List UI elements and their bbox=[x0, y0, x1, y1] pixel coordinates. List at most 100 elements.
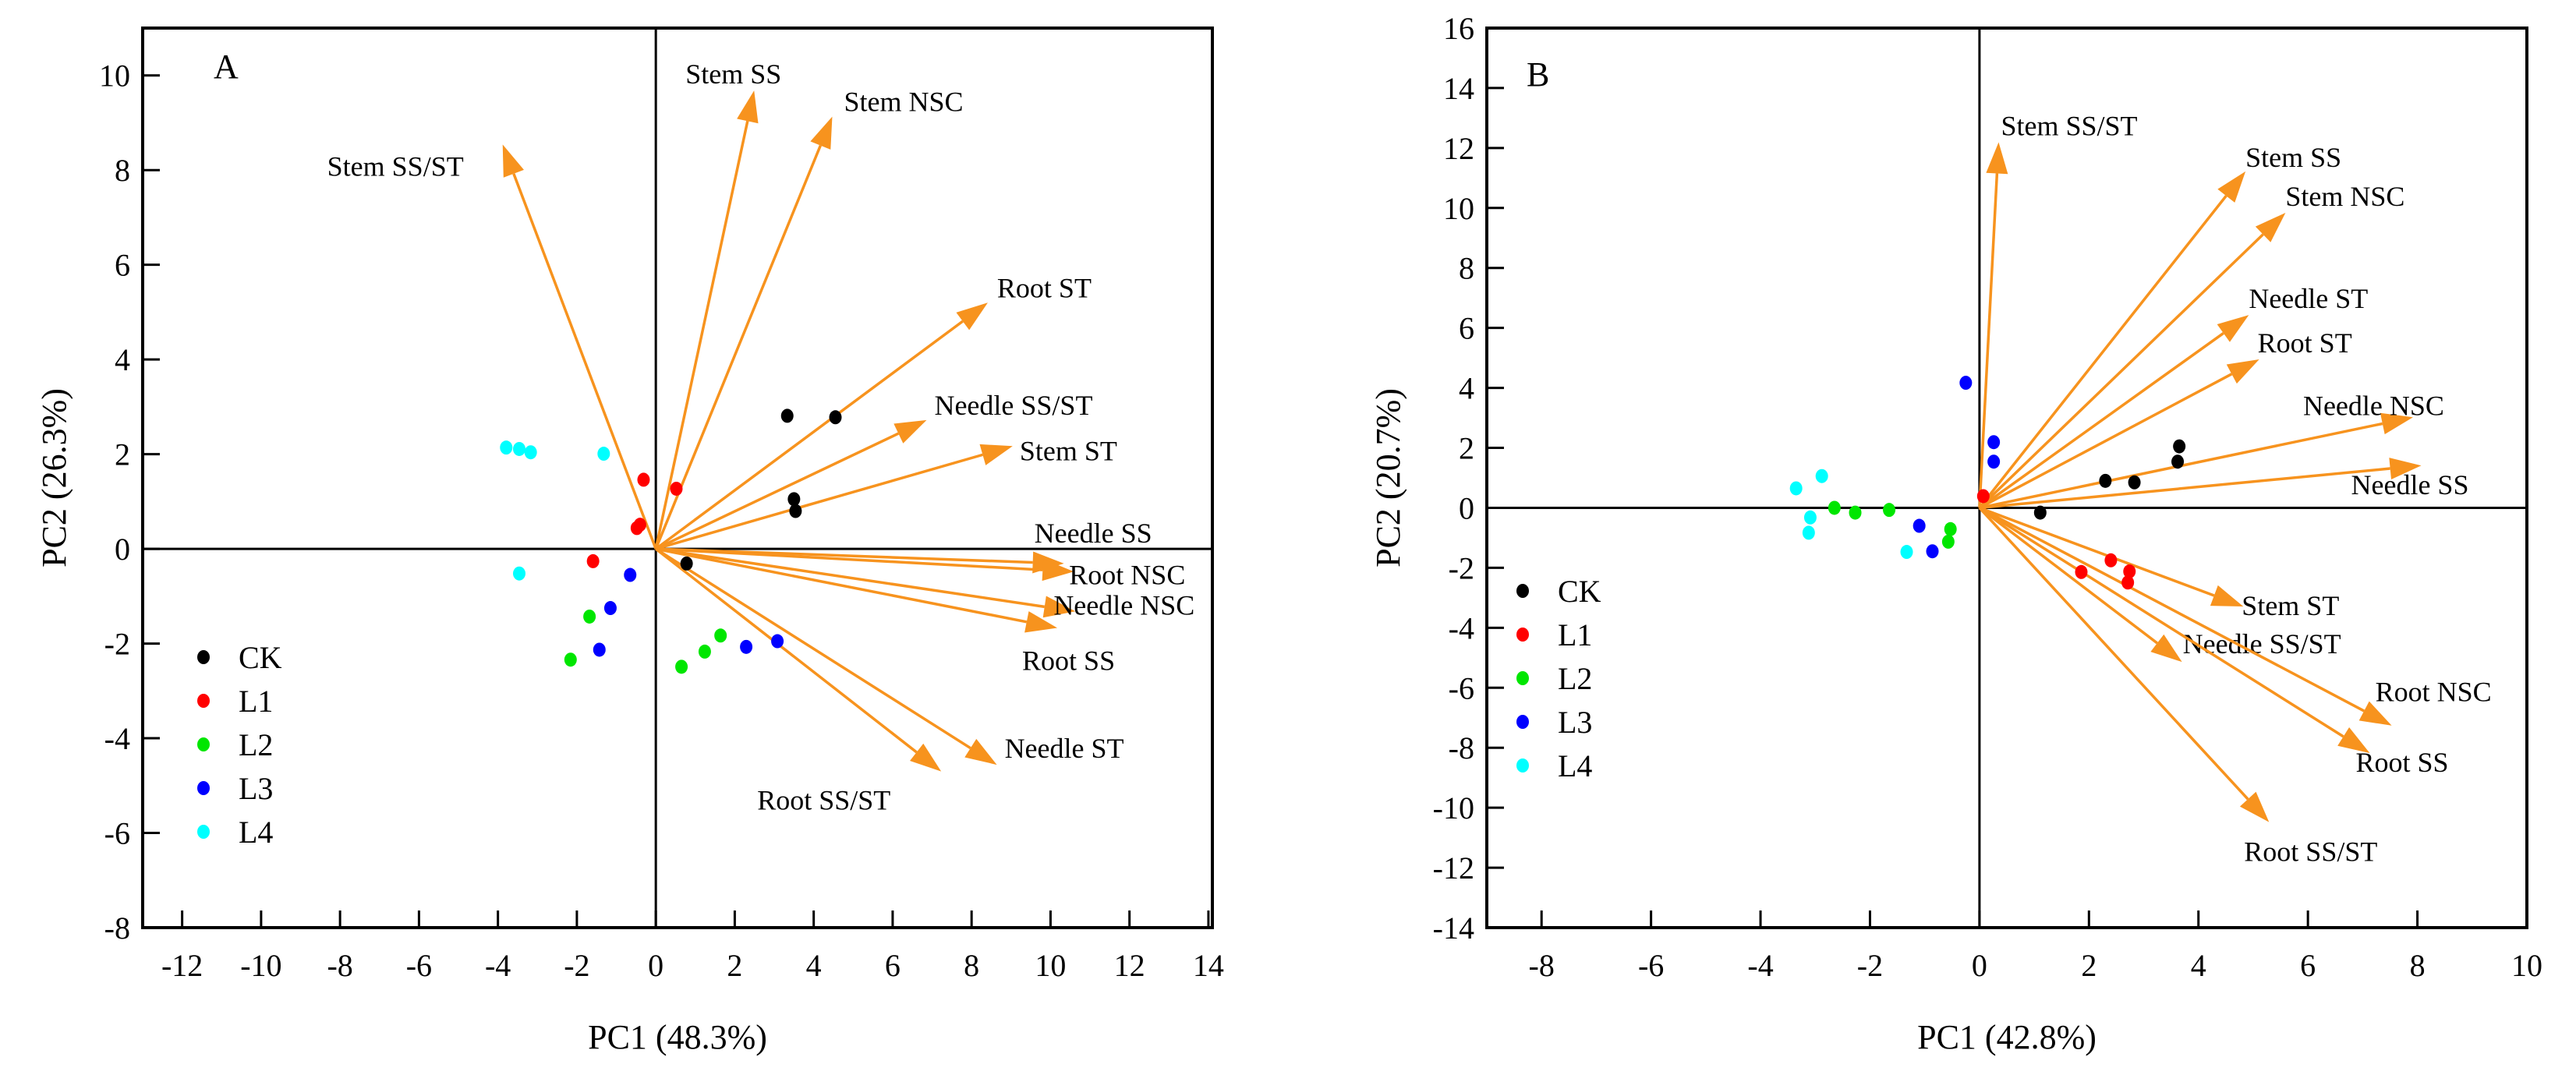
loading-label: Root NSC bbox=[2376, 677, 2492, 708]
loading-arrow-shaft bbox=[1978, 507, 2249, 801]
loading-arrow-shaft bbox=[512, 173, 657, 550]
loading-arrow-head bbox=[979, 444, 1013, 465]
loading-arrow-head bbox=[956, 302, 988, 331]
legend-marker-l3 bbox=[1516, 715, 1529, 729]
loading-arrow-shaft bbox=[655, 432, 900, 550]
x-tick-label: 4 bbox=[806, 948, 822, 983]
loading-label: Root SS/ST bbox=[2244, 836, 2377, 868]
data-point-l4 bbox=[500, 440, 513, 455]
loading-label: Needle SS bbox=[2351, 469, 2468, 500]
y-tick-label: 4 bbox=[1459, 371, 1474, 406]
x-tick-label: 2 bbox=[2081, 948, 2097, 983]
y-tick-label: -6 bbox=[1449, 670, 1474, 705]
data-point-l3 bbox=[771, 634, 784, 649]
x-tick-label: 2 bbox=[727, 948, 742, 983]
loading-arrow-head bbox=[1986, 142, 2008, 175]
data-point-l4 bbox=[1802, 525, 1815, 540]
data-point-ck bbox=[2173, 439, 2186, 454]
data-point-ck bbox=[680, 556, 693, 571]
loading-arrow-head bbox=[2210, 585, 2244, 607]
data-point-l2 bbox=[1941, 534, 1955, 549]
x-tick-label: 12 bbox=[1114, 948, 1145, 983]
loading-arrow-head bbox=[502, 144, 524, 178]
legend-marker-l2 bbox=[1516, 671, 1529, 685]
legend-marker-l2 bbox=[197, 737, 210, 751]
data-point-ck bbox=[789, 504, 802, 518]
loading-label: Needle NSC bbox=[1053, 589, 1194, 621]
x-tick-label: 10 bbox=[1035, 948, 1066, 983]
y-axis-title: PC2 (20.7%) bbox=[1369, 388, 1407, 567]
loading-arrow-shaft bbox=[656, 547, 1043, 571]
x-tick-label: -8 bbox=[327, 948, 352, 983]
data-point-l2 bbox=[1849, 505, 1862, 520]
loading-label: Root SS bbox=[1022, 645, 1115, 677]
loading-arrow-shaft bbox=[654, 144, 822, 550]
y-tick-label: -4 bbox=[1449, 610, 1474, 645]
data-point-l4 bbox=[512, 441, 525, 456]
data-point-ck bbox=[787, 492, 801, 507]
y-tick-label: -8 bbox=[104, 910, 130, 946]
loading-label: Stem NSC bbox=[844, 87, 963, 118]
legend-label: L4 bbox=[239, 815, 273, 850]
data-point-l2 bbox=[698, 644, 711, 659]
data-point-l3 bbox=[1913, 518, 1926, 533]
legend-label: L3 bbox=[1558, 705, 1592, 740]
y-tick-label: 6 bbox=[115, 248, 130, 283]
y-tick-label: 2 bbox=[1459, 431, 1474, 466]
loading-label: Needle ST bbox=[2249, 283, 2368, 314]
y-tick-label: 10 bbox=[1443, 191, 1474, 226]
loading-arrow-head bbox=[2217, 171, 2246, 203]
data-point-l1 bbox=[2075, 564, 2088, 579]
loading-arrow-head bbox=[2150, 634, 2182, 663]
legend-marker-l1 bbox=[197, 694, 210, 708]
x-tick-label: -10 bbox=[240, 948, 281, 983]
data-point-l4 bbox=[512, 566, 525, 581]
x-tick-label: 8 bbox=[2410, 948, 2426, 983]
data-point-l4 bbox=[1789, 481, 1803, 496]
data-point-l3 bbox=[593, 642, 606, 657]
legend-marker-l4 bbox=[1516, 758, 1529, 773]
y-tick-label: 2 bbox=[115, 437, 130, 472]
y-tick-label: 0 bbox=[115, 532, 130, 567]
loading-arrow-head bbox=[2358, 701, 2392, 726]
loading-arrow-shaft bbox=[1978, 331, 2224, 509]
loading-arrow-head bbox=[1042, 596, 1076, 618]
loading-arrow-shaft bbox=[654, 120, 749, 550]
loading-label: Needle SS bbox=[1035, 518, 1152, 549]
loading-arrow-head bbox=[910, 743, 942, 772]
loading-arrow-shaft bbox=[1978, 195, 2227, 509]
data-point-ck bbox=[2171, 454, 2185, 469]
data-point-l1 bbox=[1976, 489, 1990, 504]
loading-label: Root NSC bbox=[1069, 559, 1185, 590]
legend-label: L2 bbox=[239, 727, 273, 762]
panel-label: A bbox=[214, 48, 239, 86]
data-point-l2 bbox=[1883, 503, 1896, 518]
data-point-ck bbox=[829, 410, 842, 425]
data-point-l1 bbox=[2123, 564, 2136, 579]
x-tick-label: -2 bbox=[1857, 948, 1883, 983]
y-tick-label: -2 bbox=[104, 627, 130, 662]
data-point-l4 bbox=[597, 447, 610, 461]
x-axis-title: PC1 (48.3%) bbox=[588, 1018, 767, 1056]
x-tick-label: 8 bbox=[964, 948, 979, 983]
legend-label: L1 bbox=[1558, 617, 1592, 652]
x-tick-label: 6 bbox=[885, 948, 901, 983]
x-tick-label: 0 bbox=[1972, 948, 1987, 983]
y-tick-label: 0 bbox=[1459, 490, 1474, 525]
legend-marker-l4 bbox=[197, 825, 210, 839]
data-point-ck bbox=[2099, 473, 2112, 488]
legend-label: CK bbox=[1558, 574, 1601, 609]
x-tick-label: -6 bbox=[1638, 948, 1664, 983]
loading-label: Root ST bbox=[2258, 327, 2352, 359]
loading-label: Root ST bbox=[997, 272, 1092, 303]
data-point-l3 bbox=[1926, 544, 1939, 559]
loading-label: Needle SS/ST bbox=[934, 390, 1092, 421]
legend-marker-l3 bbox=[197, 781, 210, 795]
legend-marker-ck bbox=[197, 650, 210, 664]
loading-arrow-head bbox=[2239, 791, 2270, 822]
x-tick-label: -4 bbox=[1747, 948, 1773, 983]
y-tick-label: 10 bbox=[99, 58, 130, 94]
loading-label: Stem SS bbox=[2245, 142, 2341, 173]
y-tick-label: 14 bbox=[1443, 71, 1474, 106]
